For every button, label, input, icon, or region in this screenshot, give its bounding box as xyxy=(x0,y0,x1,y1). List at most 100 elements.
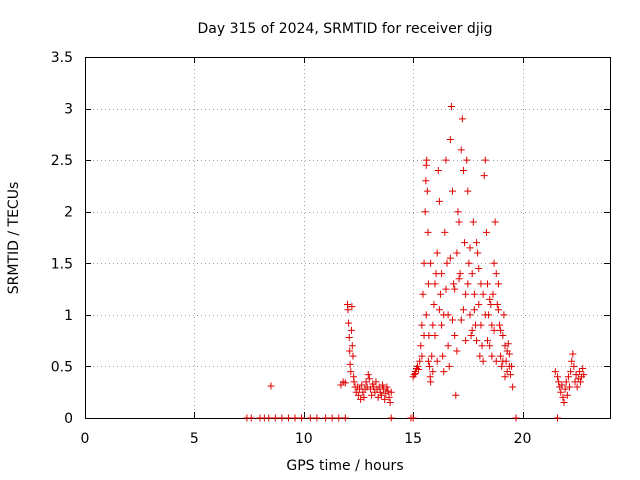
data-point xyxy=(346,347,354,355)
data-point xyxy=(424,228,432,236)
data-point xyxy=(423,187,431,195)
data-point xyxy=(428,352,436,360)
data-point xyxy=(442,285,450,293)
data-point xyxy=(442,156,450,164)
data-point xyxy=(497,326,505,334)
data-point xyxy=(411,370,419,378)
data-point xyxy=(466,311,474,319)
data-point xyxy=(493,301,501,309)
data-point xyxy=(503,347,511,355)
data-point xyxy=(423,156,431,164)
data-point xyxy=(558,381,566,389)
data-point xyxy=(444,311,452,319)
x-tick-label: 10 xyxy=(295,431,313,447)
data-point xyxy=(462,290,470,298)
data-point xyxy=(450,280,458,288)
data-point xyxy=(381,395,389,403)
data-point xyxy=(417,342,425,350)
data-point xyxy=(347,326,355,334)
data-point xyxy=(566,383,574,391)
data-point xyxy=(453,347,461,355)
data-point xyxy=(504,340,512,348)
x-tick-labels: 0 5 10 15 20 xyxy=(81,431,532,447)
data-point xyxy=(569,350,577,358)
data-point xyxy=(487,301,495,309)
data-point xyxy=(335,414,343,422)
data-point xyxy=(560,399,568,407)
data-point xyxy=(456,270,464,278)
data-point xyxy=(467,331,475,339)
grid-lines xyxy=(85,57,610,418)
data-point xyxy=(439,352,447,360)
data-point xyxy=(499,331,507,339)
data-point xyxy=(478,342,486,350)
data-point xyxy=(362,378,370,386)
data-point xyxy=(365,375,373,383)
data-point xyxy=(479,290,487,298)
y-tick-label: 0 xyxy=(64,411,73,427)
data-point xyxy=(438,321,446,329)
data-point xyxy=(555,378,563,386)
data-point xyxy=(567,368,575,376)
data-point xyxy=(473,337,481,345)
data-point xyxy=(575,368,583,376)
x-tick-label: 5 xyxy=(190,431,199,447)
data-point xyxy=(576,378,584,386)
data-point xyxy=(422,177,430,185)
data-point xyxy=(557,388,565,396)
data-point xyxy=(372,378,380,386)
data-point xyxy=(431,280,439,288)
data-point xyxy=(341,414,349,422)
data-point xyxy=(465,259,473,267)
data-point xyxy=(350,378,358,386)
y-tick-label: 2.5 xyxy=(51,153,73,169)
data-point xyxy=(554,373,561,381)
data-point xyxy=(449,187,456,195)
y-tick-label: 3.5 xyxy=(51,50,73,66)
data-point xyxy=(420,331,428,339)
data-point xyxy=(446,254,454,262)
data-point xyxy=(489,290,497,298)
data-point xyxy=(459,306,467,314)
data-point xyxy=(418,352,426,360)
data-point xyxy=(464,280,472,288)
data-point xyxy=(348,303,356,311)
data-point xyxy=(383,383,391,391)
data-point xyxy=(384,387,392,395)
data-point xyxy=(345,319,353,327)
data-point xyxy=(501,373,509,381)
data-point xyxy=(298,414,306,422)
data-point xyxy=(433,357,441,365)
y-tick-label: 1 xyxy=(64,308,73,324)
data-point xyxy=(470,290,478,298)
data-point xyxy=(453,249,461,257)
data-point xyxy=(435,306,443,314)
data-point xyxy=(424,357,432,365)
data-point xyxy=(461,239,469,247)
data-point xyxy=(455,218,463,226)
data-point xyxy=(429,321,437,329)
data-point xyxy=(484,337,491,345)
x-tick-label: 15 xyxy=(404,431,422,447)
data-point xyxy=(561,385,569,393)
data-point xyxy=(468,326,476,334)
data-point xyxy=(463,156,471,164)
data-point xyxy=(446,136,454,144)
data-point xyxy=(433,249,441,257)
data-point xyxy=(443,259,451,267)
data-point xyxy=(415,366,423,374)
data-point xyxy=(579,364,587,372)
data-point xyxy=(265,414,273,422)
data-point xyxy=(573,383,581,391)
data-point xyxy=(387,414,395,422)
data-point xyxy=(247,414,255,422)
data-point xyxy=(459,166,467,174)
data-point xyxy=(284,414,292,422)
data-point xyxy=(457,316,465,324)
data-point xyxy=(464,187,472,195)
data-point xyxy=(490,259,498,267)
data-point xyxy=(559,393,567,401)
data-points xyxy=(243,103,588,422)
data-point xyxy=(484,280,491,288)
